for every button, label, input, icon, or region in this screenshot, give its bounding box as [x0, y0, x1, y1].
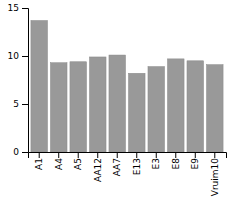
- x-tick-mark: [39, 152, 40, 158]
- x-tick-mark: [78, 152, 79, 158]
- bar: [167, 59, 184, 152]
- bar: [31, 20, 48, 152]
- x-tick: E13: [132, 152, 142, 175]
- y-tick: 10: [8, 51, 28, 61]
- x-tick: E3: [151, 152, 161, 169]
- bar: [109, 55, 126, 152]
- x-tick: AA12: [93, 152, 103, 182]
- y-tick-label: 5: [13, 99, 19, 109]
- x-tick-mark: [195, 152, 196, 158]
- bar: [148, 67, 165, 152]
- y-tick-label: 0: [13, 147, 19, 157]
- x-tick: Vruim10: [210, 152, 220, 196]
- y-axis: 0 5 10 15: [8, 3, 29, 157]
- x-tick-mark: [117, 152, 118, 158]
- y-tick: 0: [13, 147, 28, 157]
- bar: [206, 65, 223, 152]
- x-tick-label: E13: [132, 158, 142, 175]
- x-tick-label: A1: [34, 158, 44, 170]
- x-tick-mark: [136, 152, 137, 158]
- bars: [31, 20, 223, 152]
- y-tick: 5: [13, 99, 28, 109]
- y-tick-mark: [22, 152, 28, 153]
- x-tick-label: A5: [73, 158, 83, 170]
- x-tick-label: AA12: [93, 158, 103, 182]
- x-tick-mark: [156, 152, 157, 158]
- x-tick-label: A4: [54, 158, 64, 170]
- y-tick-label: 10: [8, 51, 20, 61]
- x-axis-line: [29, 153, 227, 159]
- x-tick-label: Vruim10: [210, 158, 220, 197]
- plot: A1 A4 A5 AA12 AA7 E13 E3 E8 E9 Vruim10 0 5 10 15: [8, 3, 227, 196]
- bar: [187, 61, 204, 152]
- y-tick-mark: [22, 8, 28, 9]
- x-tick: E9: [190, 152, 200, 169]
- x-tick-label: E3: [151, 158, 161, 169]
- x-tick: A4: [54, 152, 64, 170]
- x-tick: E8: [171, 152, 181, 169]
- bar: [89, 57, 106, 152]
- chart: A1 A4 A5 AA12 AA7 E13 E3 E8 E9 Vruim10 0 5 10 15: [0, 0, 234, 204]
- x-axis: A1 A4 A5 AA12 AA7 E13 E3 E8 E9 Vruim10: [29, 152, 227, 196]
- x-tick-label: E8: [171, 158, 181, 170]
- bar: [128, 73, 145, 152]
- bar: [50, 63, 67, 152]
- x-tick-mark: [175, 152, 176, 158]
- y-axis-line: [22, 9, 29, 153]
- y-tick-mark: [22, 104, 28, 105]
- x-tick-label: AA7: [112, 158, 122, 176]
- bar: [70, 62, 87, 152]
- x-tick-label: E9: [190, 158, 200, 170]
- y-tick: 15: [8, 3, 28, 13]
- x-tick: A1: [34, 152, 44, 170]
- x-tick: AA7: [112, 152, 122, 176]
- y-tick-label: 15: [8, 3, 19, 13]
- y-tick-mark: [22, 56, 28, 57]
- x-tick-mark: [58, 152, 59, 158]
- x-tick: A5: [73, 152, 83, 170]
- x-tick-mark: [97, 152, 98, 158]
- x-tick-mark: [214, 152, 215, 158]
